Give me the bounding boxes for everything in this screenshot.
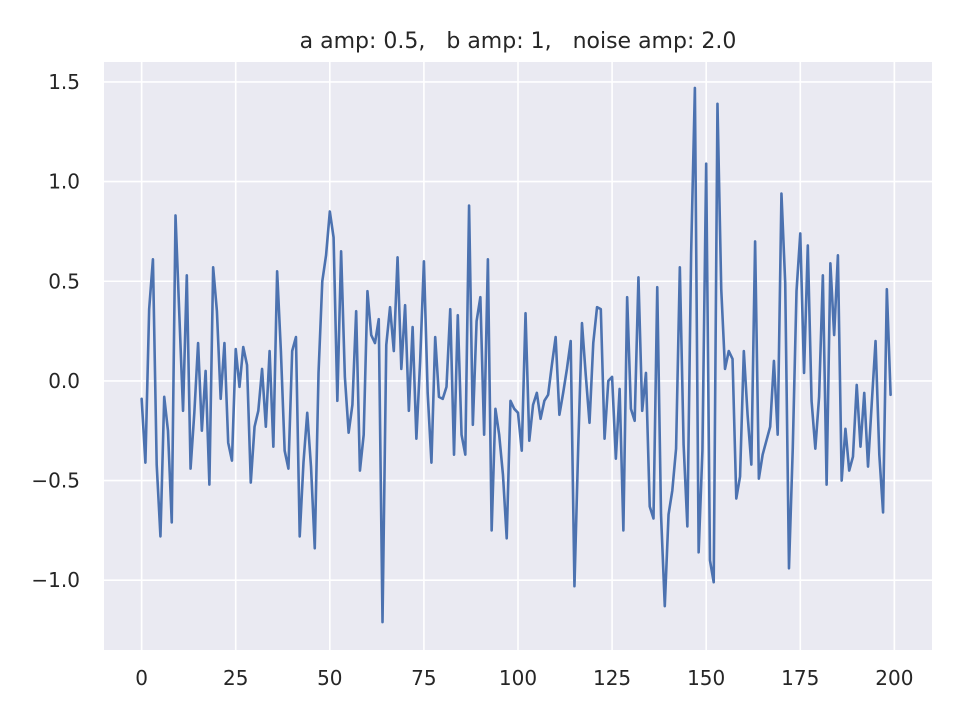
y-tick-label: 1.5: [48, 70, 80, 94]
x-tick-label: 75: [411, 666, 436, 690]
grid-lines: [104, 62, 932, 650]
x-tick-label: 200: [875, 666, 913, 690]
y-tick-label: 0.5: [48, 269, 80, 293]
x-tick-label: 25: [223, 666, 248, 690]
y-tick-label: 1.0: [48, 170, 80, 194]
y-tick-label: −0.5: [31, 469, 80, 493]
y-tick-label: −1.0: [31, 568, 80, 592]
x-tick-label: 0: [135, 666, 148, 690]
x-tick-label: 100: [499, 666, 537, 690]
x-tick-label: 125: [593, 666, 631, 690]
x-tick-label: 50: [317, 666, 342, 690]
x-tick-label: 175: [781, 666, 819, 690]
series-layer: [140, 86, 892, 624]
y-tick-label: 0.0: [48, 369, 80, 393]
series-line: [140, 86, 892, 624]
chart-title: a amp: 0.5, b amp: 1, noise amp: 2.0: [300, 29, 737, 54]
x-tick-label: 150: [687, 666, 725, 690]
y-axis-ticks: −1.0 −0.5 0.0 0.5 1.0 1.5: [31, 70, 80, 592]
x-axis-ticks: 0 25 50 75 100 125 150 175 200: [135, 666, 913, 690]
